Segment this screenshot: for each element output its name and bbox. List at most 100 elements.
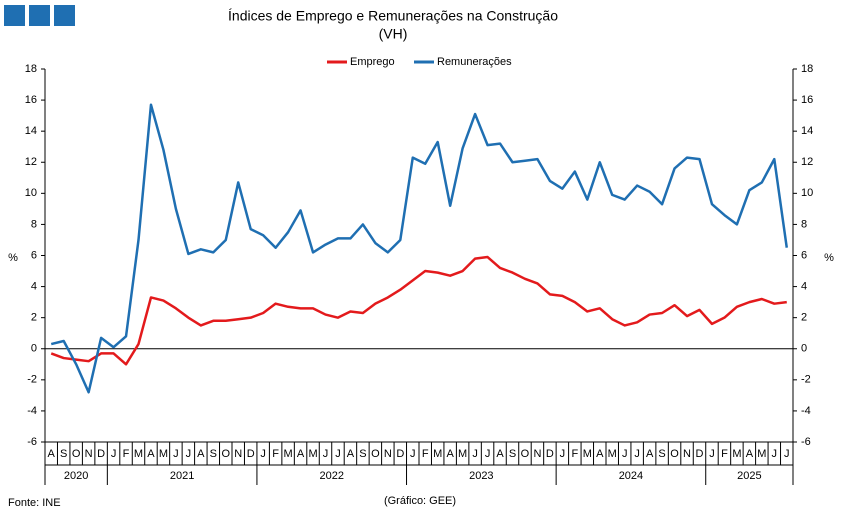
x-tick-label: A xyxy=(48,448,56,460)
x-tick-label: N xyxy=(85,448,93,460)
x-tick-label: J xyxy=(634,448,640,460)
y-tick-label: 16 xyxy=(25,94,37,106)
y-tick-label: 2 xyxy=(31,312,37,324)
y-axis-label: % xyxy=(8,252,18,264)
logo-block xyxy=(54,5,75,26)
y2-tick-label: -2 xyxy=(801,374,811,386)
year-label: 2024 xyxy=(619,470,643,482)
y2-tick-label: 2 xyxy=(801,312,807,324)
x-tick-label: J xyxy=(335,448,341,460)
x-tick-label: J xyxy=(260,448,266,460)
x-tick-label: F xyxy=(571,448,578,460)
x-tick-label: A xyxy=(496,448,504,460)
x-tick-label: F xyxy=(721,448,728,460)
x-tick-label: S xyxy=(210,448,217,460)
y-tick-label: -6 xyxy=(27,436,37,448)
year-label: 2022 xyxy=(319,470,343,482)
y-tick-label: 14 xyxy=(25,125,37,137)
x-tick-label: S xyxy=(359,448,366,460)
logo-block xyxy=(4,5,25,26)
y-tick-label: -4 xyxy=(27,405,37,417)
x-tick-label: J xyxy=(111,448,117,460)
y-tick-label: 6 xyxy=(31,249,37,261)
x-tick-label: J xyxy=(410,448,416,460)
x-tick-label: S xyxy=(658,448,665,460)
x-tick-label: M xyxy=(159,448,168,460)
y-tick-label: 18 xyxy=(25,63,37,75)
logo-block xyxy=(29,5,50,26)
x-tick-label: M xyxy=(284,448,293,460)
y2-tick-label: 4 xyxy=(801,280,807,292)
y-tick-label: 10 xyxy=(25,187,37,199)
credit: (Gráfico: GEE) xyxy=(384,495,456,507)
x-tick-label: F xyxy=(123,448,130,460)
x-tick-label: N xyxy=(234,448,242,460)
x-tick-label: J xyxy=(709,448,715,460)
x-tick-label: J xyxy=(323,448,329,460)
x-tick-label: M xyxy=(757,448,766,460)
y-tick-label: 12 xyxy=(25,156,37,168)
x-tick-label: A xyxy=(197,448,205,460)
y-tick-label: 8 xyxy=(31,218,37,230)
x-tick-label: M xyxy=(134,448,143,460)
x-tick-label: J xyxy=(772,448,778,460)
x-tick-label: N xyxy=(683,448,691,460)
x-tick-label: N xyxy=(384,448,392,460)
series-line xyxy=(50,103,789,394)
year-label: 2023 xyxy=(469,470,493,482)
y-tick-label: 4 xyxy=(31,280,37,292)
y2-tick-label: 6 xyxy=(801,249,807,261)
x-tick-label: M xyxy=(608,448,617,460)
x-tick-label: J xyxy=(622,448,628,460)
chart-title: Índices de Emprego e Remunerações na Con… xyxy=(228,8,558,24)
x-tick-label: S xyxy=(509,448,516,460)
x-tick-label: M xyxy=(308,448,317,460)
x-tick-label: O xyxy=(72,448,81,460)
x-tick-label: O xyxy=(521,448,530,460)
year-label: 2025 xyxy=(737,470,761,482)
x-tick-label: O xyxy=(670,448,679,460)
year-label: 2021 xyxy=(170,470,194,482)
x-tick-label: F xyxy=(272,448,279,460)
x-tick-label: D xyxy=(696,448,704,460)
x-tick-label: J xyxy=(173,448,179,460)
y-tick-label: 0 xyxy=(31,343,37,355)
x-tick-label: N xyxy=(533,448,541,460)
y2-tick-label: 12 xyxy=(801,156,813,168)
x-tick-label: A xyxy=(446,448,454,460)
y2-tick-label: 16 xyxy=(801,94,813,106)
x-tick-label: D xyxy=(396,448,404,460)
year-label: 2020 xyxy=(64,470,88,482)
series-line xyxy=(50,255,787,366)
x-tick-label: A xyxy=(297,448,305,460)
y-tick-label: -2 xyxy=(27,374,37,386)
x-tick-label: F xyxy=(422,448,429,460)
x-tick-label: D xyxy=(97,448,105,460)
y2-tick-label: -6 xyxy=(801,436,811,448)
x-tick-label: A xyxy=(347,448,355,460)
x-tick-label: J xyxy=(186,448,192,460)
chart-subtitle: (VH) xyxy=(379,26,408,42)
legend-label: Emprego xyxy=(350,56,395,68)
x-tick-label: J xyxy=(560,448,566,460)
x-tick-label: O xyxy=(371,448,380,460)
x-tick-label: M xyxy=(433,448,442,460)
x-tick-label: D xyxy=(546,448,554,460)
legend-label: Remunerações xyxy=(437,56,512,68)
x-tick-label: J xyxy=(472,448,478,460)
x-tick-label: S xyxy=(60,448,67,460)
y2-tick-label: -4 xyxy=(801,405,811,417)
y2-tick-label: 18 xyxy=(801,63,813,75)
x-tick-label: M xyxy=(458,448,467,460)
x-tick-label: A xyxy=(746,448,754,460)
x-tick-label: A xyxy=(646,448,654,460)
x-tick-label: J xyxy=(485,448,491,460)
y2-tick-label: 14 xyxy=(801,125,813,137)
x-tick-label: M xyxy=(583,448,592,460)
y2-axis-label: % xyxy=(824,252,834,264)
x-tick-label: O xyxy=(221,448,230,460)
x-tick-label: A xyxy=(147,448,155,460)
x-tick-label: A xyxy=(596,448,604,460)
y2-tick-label: 0 xyxy=(801,343,807,355)
